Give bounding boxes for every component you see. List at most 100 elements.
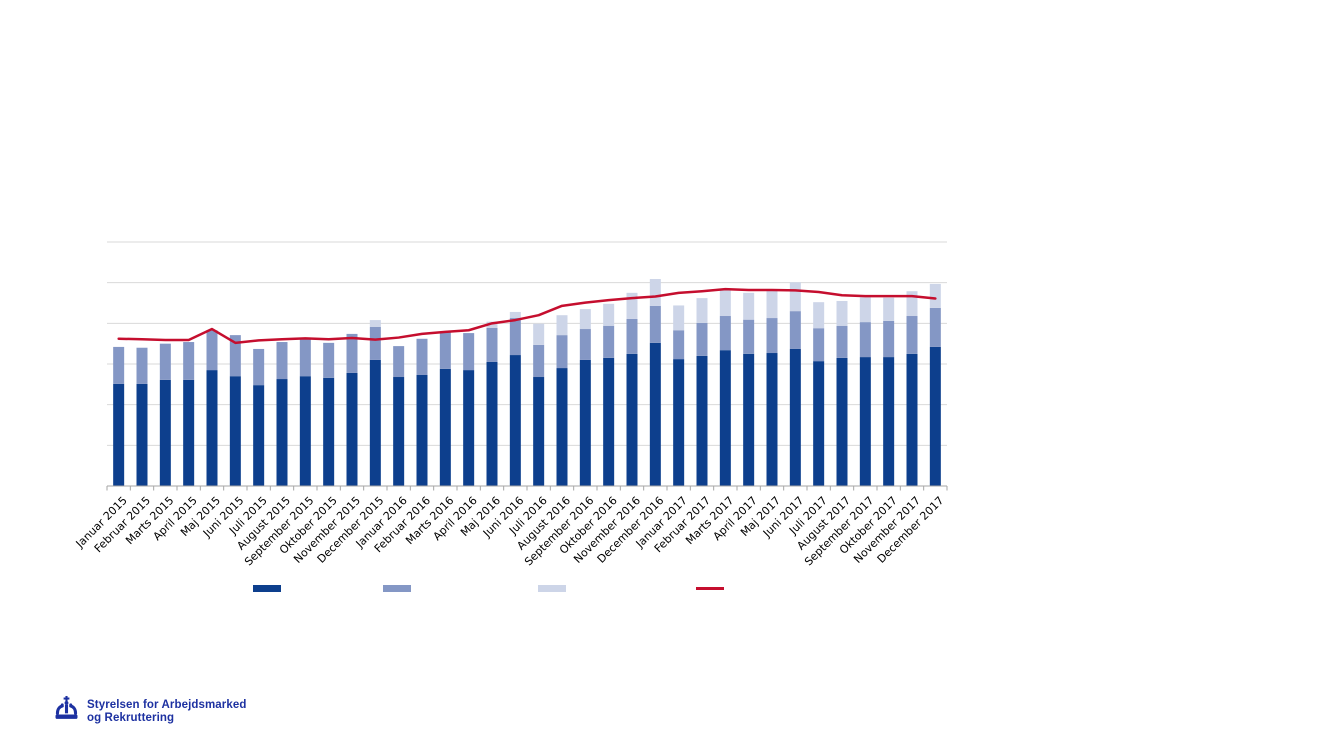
- bar-dark-blue-segment: [929, 346, 941, 486]
- bar-medium-blue-segment: [929, 307, 941, 347]
- bar-dark-blue-segment: [416, 374, 428, 486]
- bar-medium-blue-segment: [906, 316, 918, 354]
- bar-light-blue-segment: [929, 283, 941, 308]
- bar-dark-blue-segment: [696, 355, 708, 486]
- bar-medium-blue-segment: [463, 333, 475, 371]
- bar-light-blue-segment: [603, 303, 615, 326]
- bar-medium-blue-segment: [206, 330, 218, 371]
- bar-dark-blue-segment: [836, 357, 848, 486]
- bar-dark-blue-segment: [159, 379, 171, 486]
- bar-medium-blue-segment: [253, 348, 265, 386]
- bar-light-blue-segment: [906, 291, 918, 317]
- crown-icon: [55, 695, 78, 719]
- bar-dark-blue-segment: [463, 370, 475, 486]
- bar-light-blue-segment: [369, 320, 381, 327]
- bar-dark-blue-segment: [766, 353, 778, 486]
- bar-medium-blue-segment: [673, 330, 685, 360]
- bar-light-blue-segment: [579, 309, 591, 330]
- bar-dark-blue-segment: [509, 355, 521, 486]
- bar-light-blue-segment: [673, 305, 685, 331]
- bar-light-blue-segment: [883, 297, 895, 321]
- bar-medium-blue-segment: [439, 331, 451, 369]
- bar-dark-blue-segment: [906, 353, 918, 486]
- bar-medium-blue-segment: [813, 328, 825, 362]
- bar-medium-blue-segment: [113, 346, 125, 384]
- bar-medium-blue-segment: [159, 343, 171, 380]
- bar-medium-blue-segment: [626, 318, 638, 354]
- bar-dark-blue-segment: [486, 361, 498, 486]
- bar-medium-blue-segment: [416, 338, 428, 375]
- bar-medium-blue-segment: [369, 326, 381, 360]
- bar-dark-blue-segment: [439, 368, 451, 486]
- bar-dark-blue-segment: [743, 353, 755, 486]
- bar-dark-blue-segment: [883, 357, 895, 486]
- bar-medium-blue-segment: [836, 325, 848, 358]
- bar-medium-blue-segment: [649, 305, 661, 343]
- bar-light-blue-segment: [696, 298, 708, 323]
- legend-swatch-light-blue: [538, 585, 566, 592]
- bar-dark-blue-segment: [369, 359, 381, 486]
- bar-medium-blue-segment: [743, 319, 755, 354]
- bar-medium-blue-segment: [229, 335, 241, 377]
- bar-medium-blue-segment: [136, 347, 148, 384]
- bar-dark-blue-segment: [859, 357, 871, 486]
- bar-light-blue-segment: [649, 279, 661, 306]
- bar-light-blue-segment: [789, 282, 801, 312]
- bar-medium-blue-segment: [719, 316, 731, 351]
- bar-medium-blue-segment: [766, 318, 778, 354]
- bar-dark-blue-segment: [393, 377, 405, 486]
- bar-dark-blue-segment: [649, 342, 661, 486]
- bar-dark-blue-segment: [136, 383, 148, 486]
- bar-dark-blue-segment: [719, 350, 731, 486]
- bar-medium-blue-segment: [393, 346, 405, 378]
- bar-medium-blue-segment: [603, 325, 615, 358]
- bar-medium-blue-segment: [883, 320, 895, 358]
- bar-dark-blue-segment: [206, 370, 218, 486]
- bar-medium-blue-segment: [533, 344, 545, 378]
- bar-light-blue-segment: [719, 289, 731, 317]
- bar-light-blue-segment: [836, 300, 848, 326]
- legend-swatch-dark-blue: [253, 585, 281, 592]
- bar-light-blue-segment: [743, 292, 755, 320]
- bar-dark-blue-segment: [346, 372, 358, 486]
- bar-dark-blue-segment: [113, 383, 125, 486]
- bar-dark-blue-segment: [533, 377, 545, 486]
- bar-light-blue-segment: [813, 302, 825, 329]
- bar-medium-blue-segment: [696, 322, 708, 356]
- bar-medium-blue-segment: [323, 342, 335, 378]
- bar-dark-blue-segment: [299, 376, 311, 486]
- bar-light-blue-segment: [556, 315, 568, 336]
- bar-dark-blue-segment: [229, 376, 241, 486]
- bar-medium-blue-segment: [859, 322, 871, 358]
- bar-dark-blue-segment: [276, 379, 288, 486]
- logo-text-line1: Styrelsen for Arbejdsmarked: [87, 699, 247, 711]
- bar-medium-blue-segment: [509, 318, 521, 356]
- bar-dark-blue-segment: [626, 353, 638, 486]
- bar-dark-blue-segment: [579, 359, 591, 486]
- red-trend-line: [117, 287, 937, 345]
- bar-dark-blue-segment: [323, 377, 335, 486]
- bar-dark-blue-segment: [253, 385, 265, 486]
- logo-text-line2: og Rekruttering: [87, 712, 175, 724]
- bar-dark-blue-segment: [789, 348, 801, 486]
- legend-swatch-medium-blue: [383, 585, 411, 592]
- bar-dark-blue-segment: [673, 359, 685, 486]
- bar-medium-blue-segment: [183, 342, 195, 380]
- bar-medium-blue-segment: [346, 333, 358, 373]
- bar-dark-blue-segment: [556, 368, 568, 486]
- bar-light-blue-segment: [859, 297, 871, 323]
- bar-medium-blue-segment: [299, 338, 311, 377]
- bar-medium-blue-segment: [556, 335, 568, 369]
- bar-medium-blue-segment: [276, 342, 288, 380]
- bar-medium-blue-segment: [789, 311, 801, 349]
- legend-swatch-red-line: [696, 587, 724, 590]
- bar-light-blue-segment: [533, 323, 545, 345]
- bar-light-blue-segment: [766, 289, 778, 319]
- bar-light-blue-segment: [486, 321, 498, 328]
- bar-medium-blue-segment: [486, 327, 498, 362]
- bar-medium-blue-segment: [579, 329, 591, 360]
- star-logo: Styrelsen for Arbejdsmarked og Rekrutter…: [53, 694, 247, 725]
- bar-dark-blue-segment: [183, 379, 195, 486]
